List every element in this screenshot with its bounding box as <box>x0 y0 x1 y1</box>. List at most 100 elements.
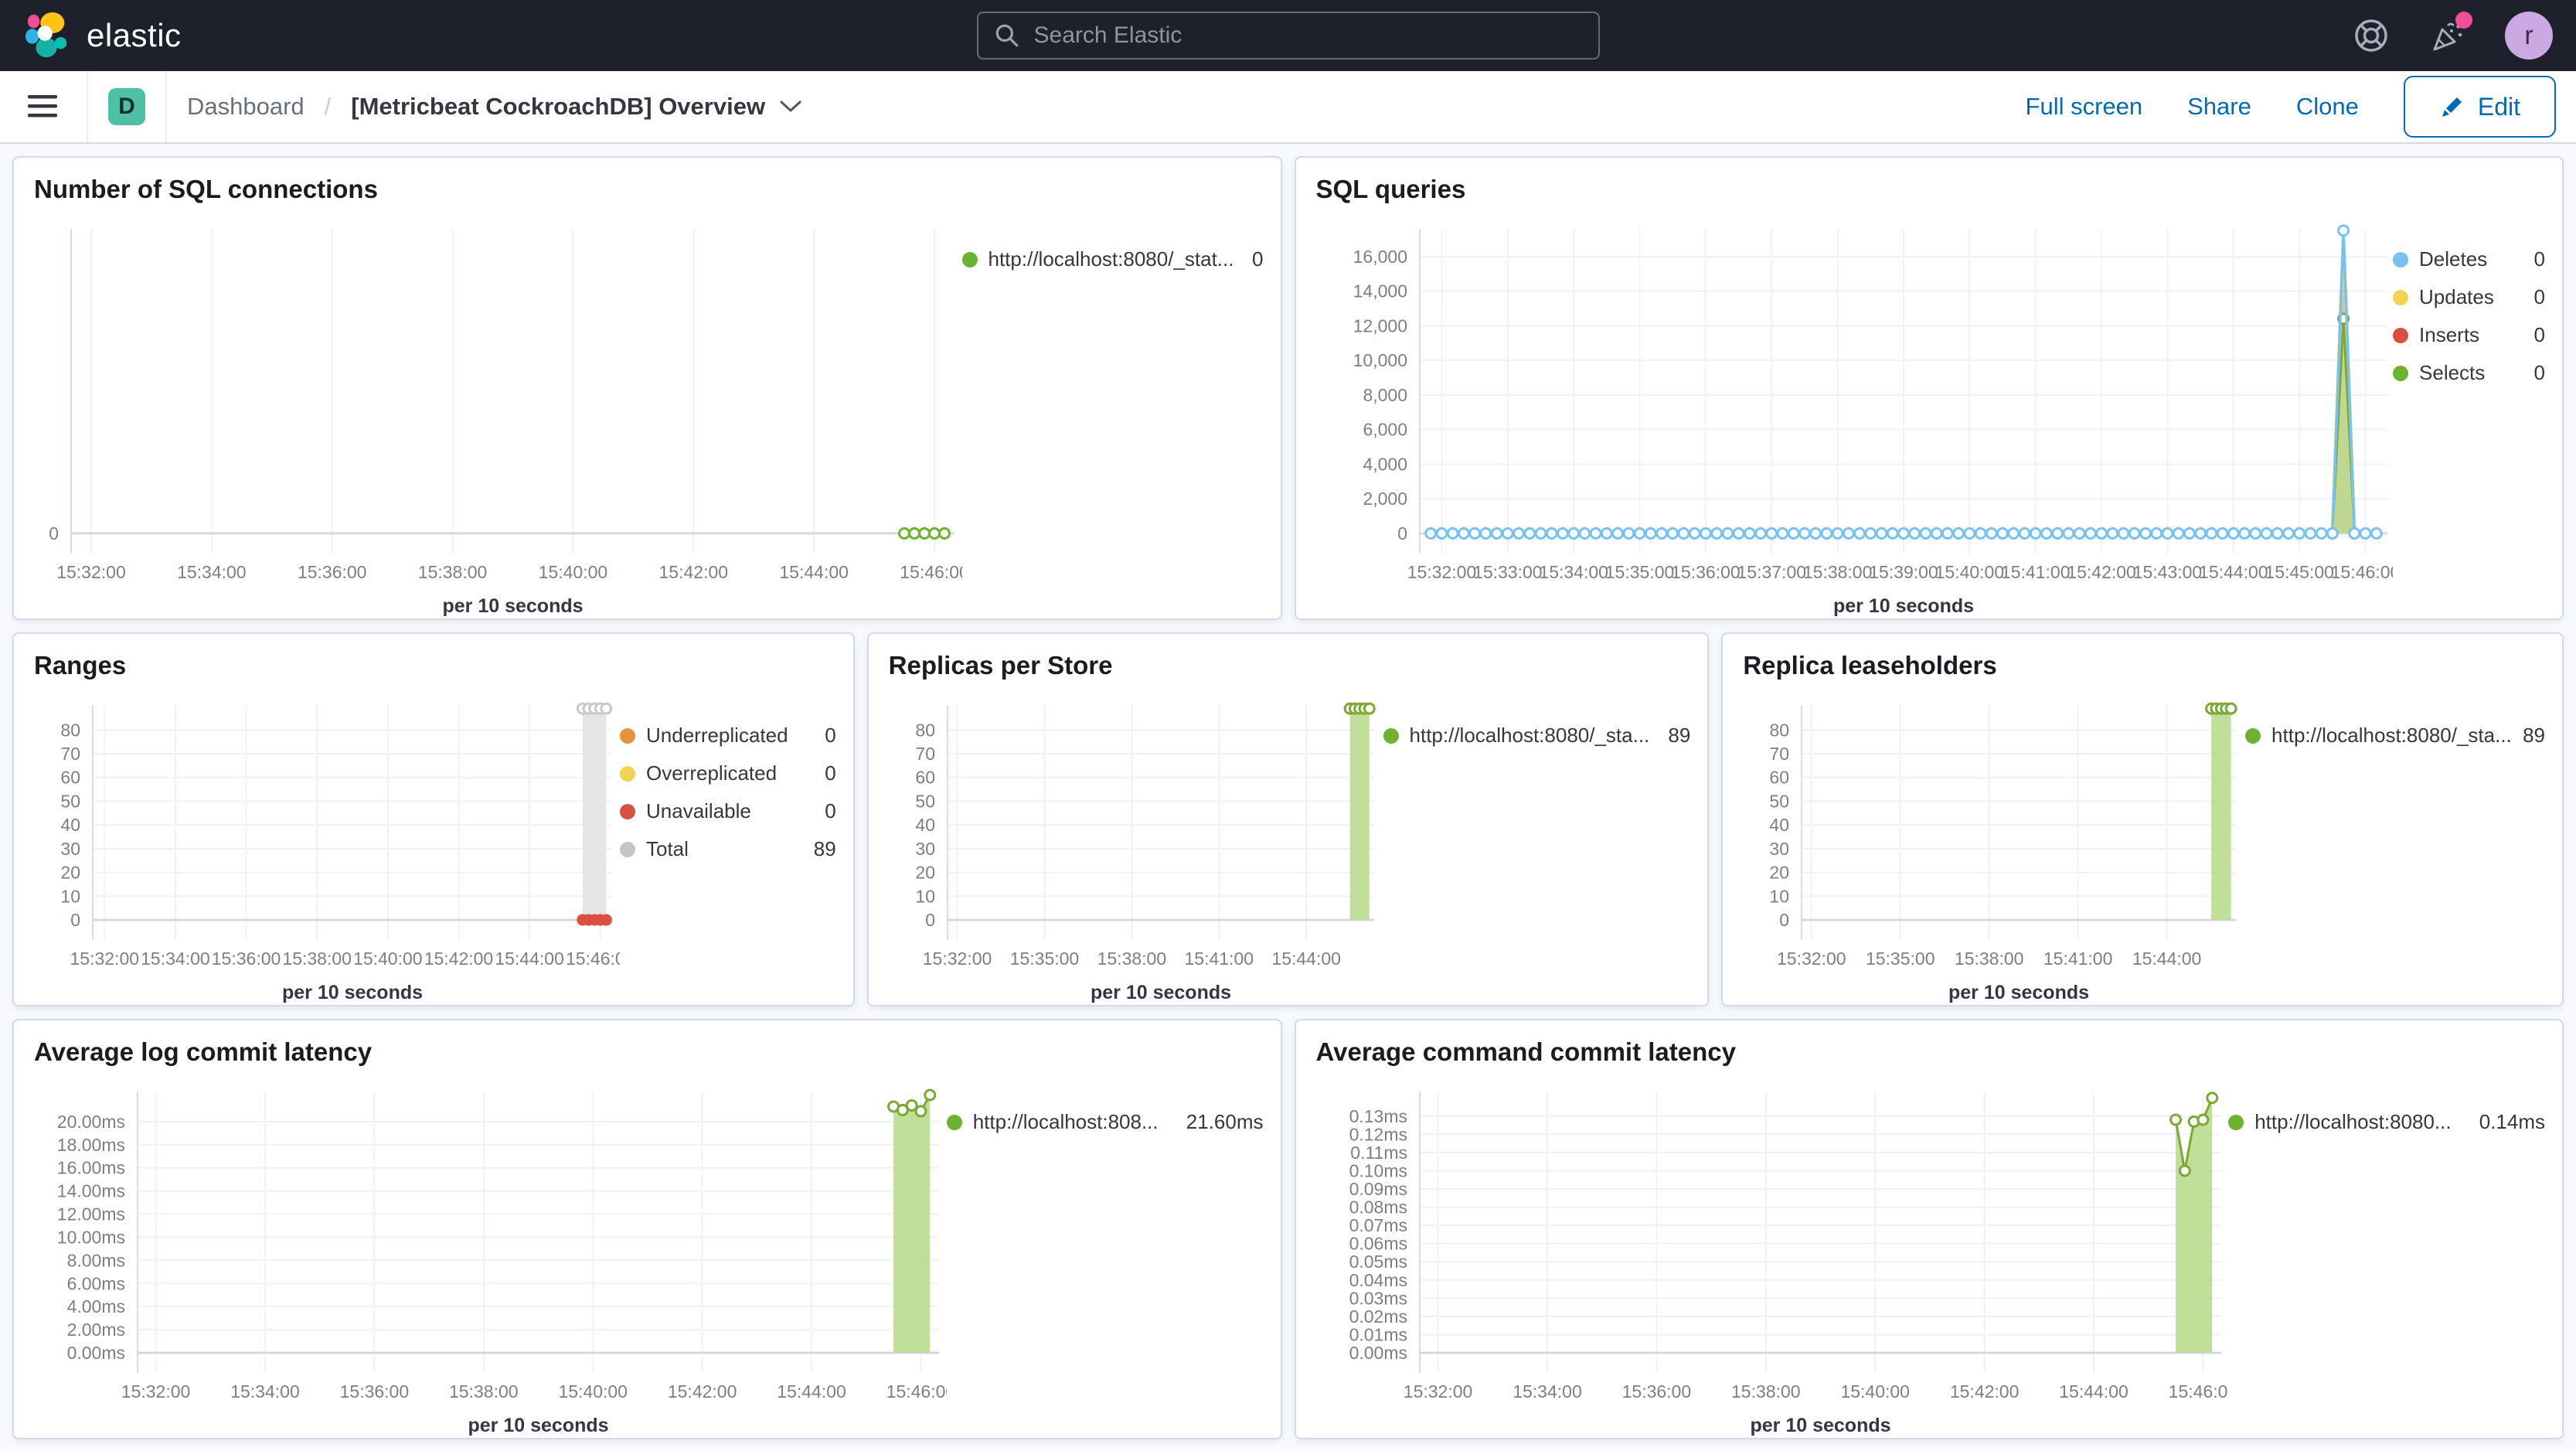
legend-label: http://localhost:8080/_stat... <box>988 247 1234 271</box>
legend-item[interactable]: http://localhost:808... 21.60ms <box>946 1110 1264 1134</box>
legend-label: Overreplicated <box>646 761 778 785</box>
y-axis-tick-label: 10,000 <box>1353 350 1407 370</box>
legend-item[interactable]: http://localhost:8080... 0.14ms <box>2228 1110 2545 1134</box>
newsfeed-button[interactable] <box>2429 12 2472 53</box>
dashboard-actions: Full screen Share Clone Edit <box>2026 76 2556 138</box>
x-axis-tick-label: 15:44:00 <box>2199 562 2268 582</box>
x-axis-tick-label: 15:36:00 <box>1621 1381 1691 1402</box>
x-axis-tick-label: 15:42:00 <box>1949 1381 2019 1402</box>
legend-item[interactable]: Total 89 <box>620 837 836 861</box>
pencil-icon <box>2442 97 2462 117</box>
x-axis-tick-label: 15:34:00 <box>1513 1381 1582 1402</box>
legend-marker-dot <box>2393 327 2409 343</box>
x-axis-tick-label: 15:33:00 <box>1473 562 1543 582</box>
panel-number-of-sql-connections: Number of SQL connections 0 15:32:00 15:34… <box>12 156 1282 620</box>
chart-canvas[interactable]: 0 10 20 30 40 50 60 70 80 15:32:00 15:35:00 15:38:0… <box>1730 683 2245 1005</box>
legend-label: http://localhost:8080/_sta... <box>2271 724 2512 747</box>
menu-button[interactable] <box>20 90 66 124</box>
legend-item[interactable]: Selects 0 <box>2393 361 2545 385</box>
edit-button[interactable]: Edit <box>2403 76 2556 138</box>
chart-canvas[interactable]: 0 15:32:00 15:34:00 15:36:00 15:38:00 15:40:0… <box>22 207 962 618</box>
breadcrumb-dashboard-link[interactable]: Dashboard <box>187 93 305 120</box>
legend-item[interactable]: Inserts 0 <box>2393 323 2545 347</box>
share-button[interactable]: Share <box>2187 93 2251 120</box>
chart-canvas[interactable]: 0.00ms0.01ms0.02ms0.03ms0.04ms0.05ms0.06… <box>1304 1070 2229 1438</box>
legend-item[interactable]: Overreplicated 0 <box>620 761 836 785</box>
x-axis-tick-label: 15:42:00 <box>659 562 729 582</box>
legend-item[interactable]: http://localhost:8080/_sta... 89 <box>2245 724 2545 748</box>
legend-item[interactable]: Underreplicated 0 <box>620 724 836 748</box>
x-axis-tick-label: 15:40:00 <box>1935 562 2004 582</box>
legend-marker-dot <box>620 803 635 819</box>
legend-item[interactable]: http://localhost:8080/_stat... 0 <box>961 247 1264 271</box>
panel-title: Ranges <box>34 651 127 680</box>
y-axis-tick-label: 4.00ms <box>67 1296 125 1316</box>
toolbar: D Dashboard / [Metricbeat CockroachDB] O… <box>0 71 2576 144</box>
x-axis-tick-label: 15:40:00 <box>353 949 423 969</box>
y-axis-tick-label: 16.00ms <box>57 1158 125 1178</box>
legend-item[interactable]: Deletes 0 <box>2393 247 2545 271</box>
user-menu-button[interactable]: r <box>2505 12 2553 60</box>
legend-item[interactable]: Updates 0 <box>2393 285 2545 309</box>
x-axis-tick-label: 15:42:00 <box>424 949 494 969</box>
y-axis-tick-label: 2.00ms <box>67 1320 125 1340</box>
chart-legend: http://localhost:8080/_stat... 0 <box>961 207 1276 611</box>
x-axis-tick-label: 15:38:00 <box>1097 949 1166 969</box>
x-axis-tick-label: 15:44:00 <box>777 1381 846 1402</box>
chart-area: 0 2,000 4,000 6,000 8,000 10,000 12,000 14,000 1… <box>1296 207 2563 618</box>
search-input[interactable] <box>1032 22 1583 49</box>
legend-label: Inserts <box>2419 323 2480 346</box>
clone-button[interactable]: Clone <box>2295 93 2359 120</box>
x-axis-tick-label: 15:42:00 <box>2067 562 2136 582</box>
legend-marker-dot <box>2393 289 2409 305</box>
y-axis-tick-label: 0.11ms <box>1350 1143 1407 1163</box>
y-axis-tick-label: 4,000 <box>1363 454 1407 474</box>
panel-average-log-commit-latency: Average log commit latency 0.00ms 2.00ms 4… <box>12 1019 1282 1439</box>
x-axis-tick-label: 15:35:00 <box>1009 949 1079 969</box>
legend-value: 89 <box>2523 724 2546 747</box>
legend-label: Updates <box>2419 285 2494 308</box>
panel-sql-queries: SQL queries 0 2,000 4,000 6,000 8,000 10,000 1… <box>1294 156 2564 620</box>
x-axis-tick-label: 15:38:00 <box>282 949 352 969</box>
y-axis-tick-label: 0.00ms <box>1349 1343 1407 1363</box>
x-axis-tick-label: 15:39:00 <box>1869 562 1938 582</box>
y-axis-tick-label: 40 <box>60 815 80 835</box>
y-axis-tick-label: 12.00ms <box>57 1204 125 1224</box>
legend-marker-dot <box>2245 727 2261 744</box>
y-axis-tick-label: 30 <box>60 839 80 859</box>
legend-item[interactable]: http://localhost:8080/_sta... 89 <box>1383 724 1690 748</box>
x-axis-tick-label: 15:36:00 <box>298 562 367 582</box>
legend-value: 0 <box>1252 247 1264 271</box>
chart-legend: http://localhost:808... 21.60ms <box>946 1070 1276 1430</box>
x-axis-tick-label: 15:38:00 <box>1731 1381 1801 1402</box>
legend-label: http://localhost:8080/_sta... <box>1409 724 1650 747</box>
elastic-brand: elastic <box>23 12 182 60</box>
chart-canvas[interactable]: 0 10 20 30 40 50 60 70 80 15:32:00 15:35:00 15:38:0… <box>876 683 1383 1005</box>
chart-area: 0 15:32:00 15:34:00 15:36:00 15:38:00 15:40:0… <box>14 207 1281 618</box>
help-button[interactable] <box>2353 18 2389 53</box>
legend-item[interactable]: Unavailable 0 <box>620 799 836 823</box>
panel-replica-leaseholders: Replica leaseholders 0 10 20 30 40 50 60 70 80 15… <box>1721 632 2564 1007</box>
global-search-box[interactable] <box>976 12 1600 60</box>
legend-value: 0 <box>2533 361 2545 384</box>
x-axis-tick-label: 15:38:00 <box>1802 562 1872 582</box>
legend-value: 0 <box>825 724 836 747</box>
y-axis-tick-label: 0 <box>49 523 59 543</box>
chart-canvas[interactable]: 0.00ms 2.00ms 4.00ms 6.00ms 8.00ms 10.00ms 12.… <box>22 1070 947 1438</box>
x-axis-tick-label: 15:38:00 <box>1955 949 2024 969</box>
y-axis-tick-label: 0.00ms <box>67 1343 125 1363</box>
y-axis-tick-label: 0.03ms <box>1349 1288 1407 1308</box>
legend-marker-dot <box>2393 365 2409 381</box>
legend-marker-dot <box>620 765 635 782</box>
panel-title: Replica leaseholders <box>1743 651 1997 680</box>
elastic-logo-icon <box>25 12 67 58</box>
chart-legend: http://localhost:8080... 0.14ms <box>2228 1070 2557 1430</box>
y-axis-tick-label: 70 <box>60 744 80 764</box>
chart-canvas[interactable]: 0 2,000 4,000 6,000 8,000 10,000 12,000 14,000 1… <box>1304 207 2394 618</box>
x-axis-tick-label: 15:41:00 <box>2000 562 2070 582</box>
chart-canvas[interactable]: 0 10 20 30 40 50 60 70 80 15:32:00 15:34:00 15:36:0… <box>22 683 620 1005</box>
full-screen-button[interactable]: Full screen <box>2025 93 2143 120</box>
title-menu-chevron-icon[interactable] <box>779 100 802 114</box>
dashboard-badge[interactable]: D <box>108 88 145 125</box>
